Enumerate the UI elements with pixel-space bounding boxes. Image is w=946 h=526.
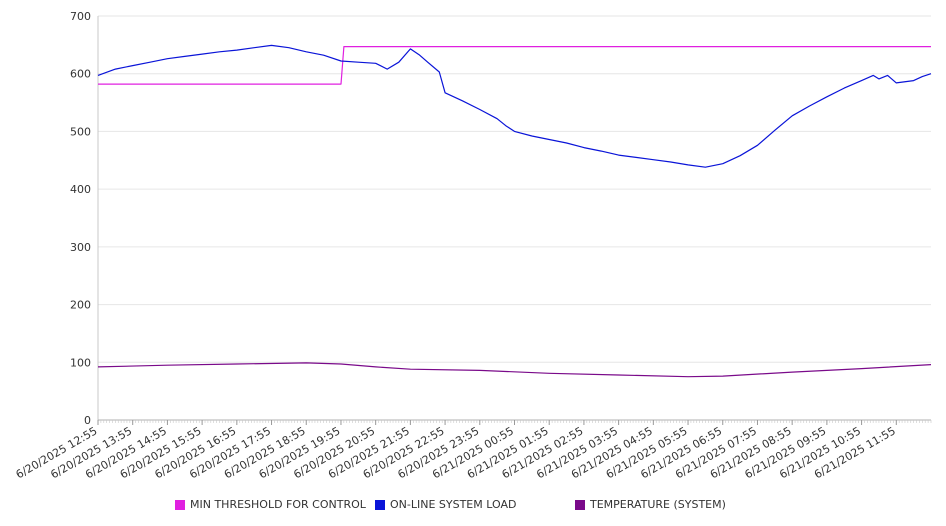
y-tick-label: 500: [70, 125, 91, 138]
legend: MIN THRESHOLD FOR CONTROL ON-LINE SYSTEM…: [0, 498, 946, 514]
legend-item-system-load[interactable]: ON-LINE SYSTEM LOAD: [375, 498, 516, 511]
axes: [97, 16, 932, 425]
legend-swatch-system-load: [375, 499, 385, 510]
gridlines: [98, 15, 931, 363]
x-tick-labels: 6/20/2025 12:556/20/2025 13:556/20/2025 …: [14, 424, 898, 481]
y-tick-label: 0: [84, 414, 91, 427]
legend-label-min-threshold: MIN THRESHOLD FOR CONTROL: [190, 498, 366, 511]
legend-swatch-min-threshold: [175, 499, 185, 510]
y-tick-label: 400: [70, 183, 91, 196]
y-tick-label: 100: [70, 356, 91, 369]
legend-swatch-temperature: [575, 499, 585, 510]
series-line-min-threshold: [98, 45, 931, 85]
series-line-system-load: [97, 44, 932, 168]
legend-item-min-threshold[interactable]: MIN THRESHOLD FOR CONTROL: [175, 498, 366, 511]
y-tick-label: 300: [70, 241, 91, 254]
y-tick-label: 600: [70, 68, 91, 81]
y-tick-labels: 0 100 200 300 400 500 600 700: [70, 10, 91, 427]
series-lines: [97, 44, 932, 378]
y-tick-label: 700: [70, 10, 91, 23]
legend-label-system-load: ON-LINE SYSTEM LOAD: [390, 498, 517, 511]
legend-item-temperature[interactable]: TEMPERATURE (SYSTEM): [575, 498, 726, 511]
series-line-temperature: [97, 362, 932, 378]
y-tick-label: 200: [70, 299, 91, 312]
legend-label-temperature: TEMPERATURE (SYSTEM): [590, 498, 726, 511]
